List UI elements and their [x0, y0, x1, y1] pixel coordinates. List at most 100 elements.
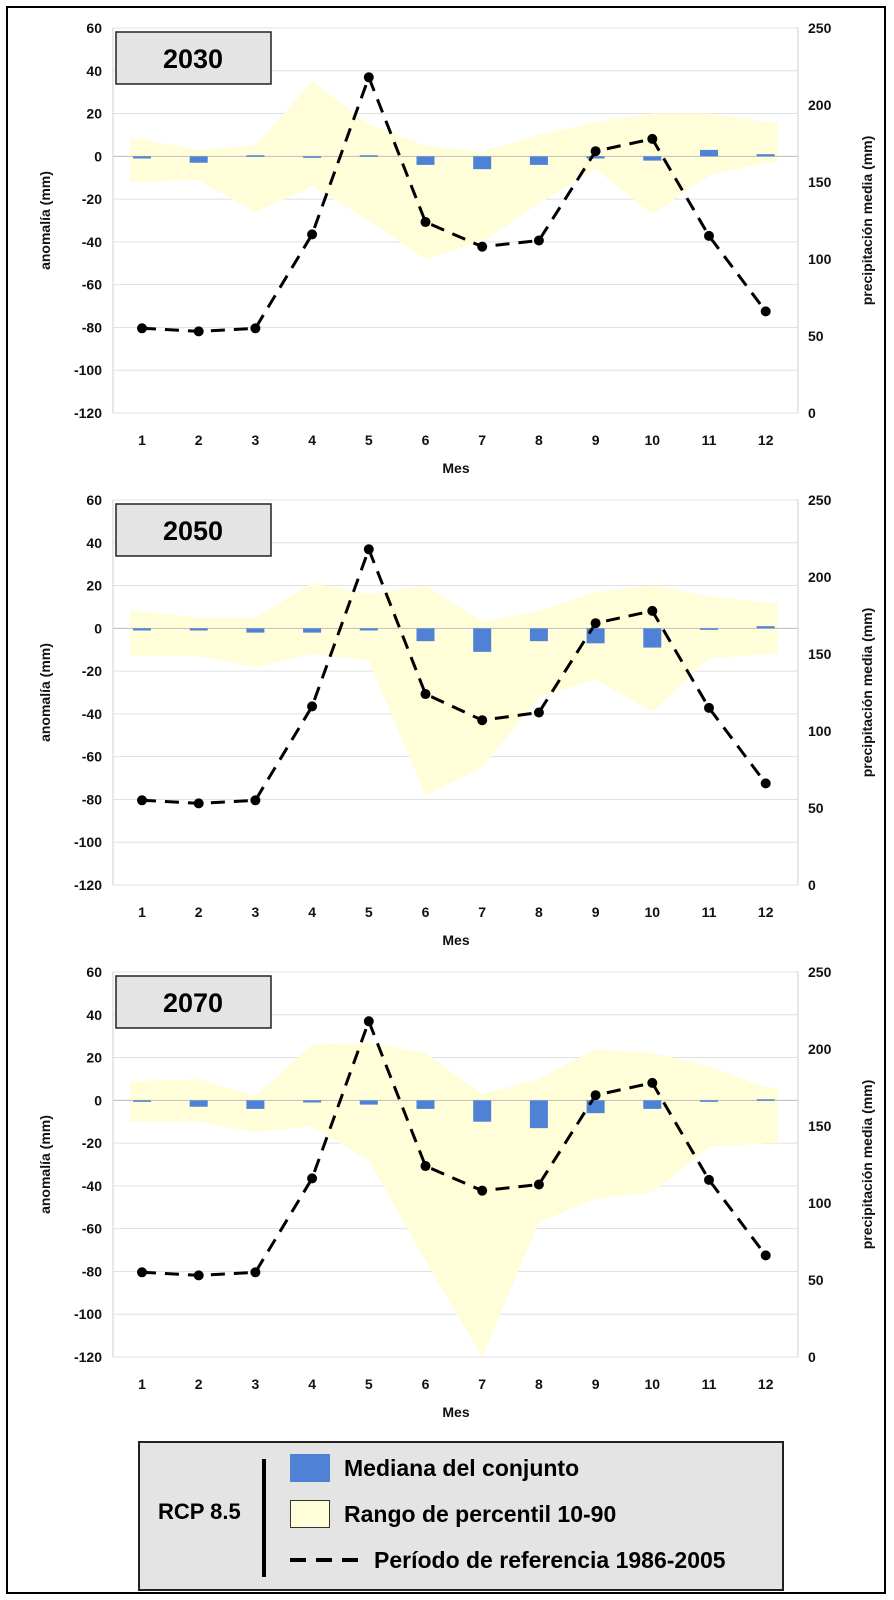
- period-title-box: [115, 975, 272, 1029]
- y-right-tick-label: 0: [808, 405, 816, 421]
- reference-point: [363, 72, 374, 83]
- legend-swatch-band: [290, 1500, 330, 1528]
- y-right-tick-label: 200: [808, 569, 832, 585]
- median-bar: [303, 1100, 322, 1103]
- y-right-tick-label: 50: [808, 328, 824, 344]
- percentile-band: [130, 1042, 778, 1357]
- legend-box: RCP 8.5 Mediana del conjunto Rango de pe…: [138, 1441, 784, 1591]
- y-right-tick-label: 100: [808, 1195, 832, 1211]
- y-tick-label: -40: [82, 706, 102, 722]
- y-tick-label: -120: [74, 405, 102, 421]
- y-tick-label: -100: [74, 834, 102, 850]
- x-tick-label: 4: [308, 432, 316, 448]
- x-axis-label: Mes: [442, 932, 469, 948]
- median-bar: [189, 1100, 208, 1107]
- period-title: 2050: [163, 516, 223, 546]
- period-title-box: [115, 31, 272, 85]
- x-tick-label: 6: [422, 432, 430, 448]
- x-tick-label: 7: [478, 432, 486, 448]
- legend-item-reference: Período de referencia 1986-2005: [290, 1545, 726, 1575]
- reference-point: [420, 689, 431, 700]
- median-bar: [359, 155, 378, 157]
- x-tick-label: 7: [478, 904, 486, 920]
- median-bar: [359, 628, 378, 631]
- y-tick-label: 20: [86, 578, 102, 594]
- y-tick-label: -100: [74, 1306, 102, 1322]
- x-tick-label: 11: [702, 1376, 717, 1392]
- y-tick-label: -60: [82, 277, 102, 293]
- legend-scenario: RCP 8.5: [158, 1499, 241, 1524]
- y-axis-label: anomalía (mm): [37, 1115, 53, 1214]
- reference-line: [141, 1017, 767, 1277]
- reference-point: [760, 1250, 771, 1261]
- x-tick-label: 11: [702, 904, 717, 920]
- median-bar: [303, 156, 322, 158]
- x-tick-label: 2: [195, 432, 203, 448]
- reference-point: [137, 795, 147, 806]
- median-bar: [416, 1100, 435, 1109]
- chart-panel-2070: 6040200-20-40-60-80-100-1202502001501005…: [37, 964, 875, 1420]
- x-tick-label: 8: [535, 904, 543, 920]
- reference-point: [533, 707, 544, 718]
- reference-point: [760, 306, 771, 317]
- reference-point: [363, 544, 374, 555]
- x-tick-label: 12: [758, 1376, 774, 1392]
- reference-point: [704, 702, 714, 713]
- median-bar: [529, 1100, 548, 1129]
- y-tick-label: 20: [86, 106, 102, 122]
- reference-point: [307, 229, 318, 240]
- reference-point: [477, 1185, 488, 1196]
- y-tick-label: -60: [82, 1221, 102, 1237]
- legend-swatch-dashed-line: [290, 1558, 360, 1562]
- x-tick-label: 4: [308, 1376, 316, 1392]
- x-tick-label: 1: [138, 904, 146, 920]
- median-bar: [756, 626, 775, 629]
- x-tick-label: 8: [535, 432, 543, 448]
- x-tick-label: 10: [645, 1376, 661, 1392]
- legend-divider: [262, 1459, 266, 1577]
- x-tick-label: 3: [252, 904, 260, 920]
- x-tick-label: 7: [478, 1376, 486, 1392]
- x-tick-label: 8: [535, 1376, 543, 1392]
- median-bar: [359, 1100, 378, 1105]
- reference-point: [307, 1173, 318, 1184]
- legend-label-reference: Período de referencia 1986-2005: [374, 1546, 726, 1573]
- x-tick-label: 5: [365, 432, 373, 448]
- y-tick-label: -80: [82, 1263, 102, 1279]
- y-right-tick-label: 0: [808, 877, 816, 893]
- x-tick-label: 2: [195, 904, 203, 920]
- y-tick-label: 0: [94, 148, 102, 164]
- reference-point: [704, 230, 714, 241]
- legend-item-median: Mediana del conjunto: [290, 1453, 579, 1483]
- y-right-tick-label: 200: [808, 97, 832, 113]
- median-bar: [529, 628, 548, 642]
- y-tick-label: -80: [82, 791, 102, 807]
- median-bar: [700, 1100, 718, 1102]
- x-tick-label: 6: [422, 1376, 430, 1392]
- reference-point: [193, 326, 204, 337]
- y-tick-label: -80: [82, 319, 102, 335]
- median-bar: [133, 156, 151, 159]
- reference-point: [137, 1267, 147, 1278]
- reference-point: [477, 241, 488, 252]
- x-tick-label: 9: [592, 1376, 600, 1392]
- x-tick-label: 3: [252, 432, 260, 448]
- y-tick-label: -20: [82, 663, 102, 679]
- reference-point: [477, 715, 488, 726]
- y-axis-label: anomalía (mm): [37, 643, 53, 742]
- x-tick-label: 6: [422, 904, 430, 920]
- y-right-axis-label: precipitación media (mm): [859, 1080, 875, 1250]
- median-bar: [586, 1100, 605, 1114]
- y-tick-label: 60: [86, 492, 102, 508]
- y-tick-label: -120: [74, 877, 102, 893]
- reference-line: [141, 73, 767, 333]
- x-axis-label: Mes: [442, 1404, 469, 1420]
- y-right-tick-label: 200: [808, 1041, 832, 1057]
- reference-point: [307, 701, 318, 712]
- x-tick-label: 1: [138, 432, 146, 448]
- percentile-band: [130, 81, 778, 259]
- reference-point: [704, 1174, 714, 1185]
- y-tick-label: 40: [86, 63, 102, 79]
- y-right-tick-label: 100: [808, 251, 832, 267]
- figure-frame: 60 40 20 0 -20 -40 -60 -80 -100 -120 250 200 150 100 5…: [6, 6, 886, 1594]
